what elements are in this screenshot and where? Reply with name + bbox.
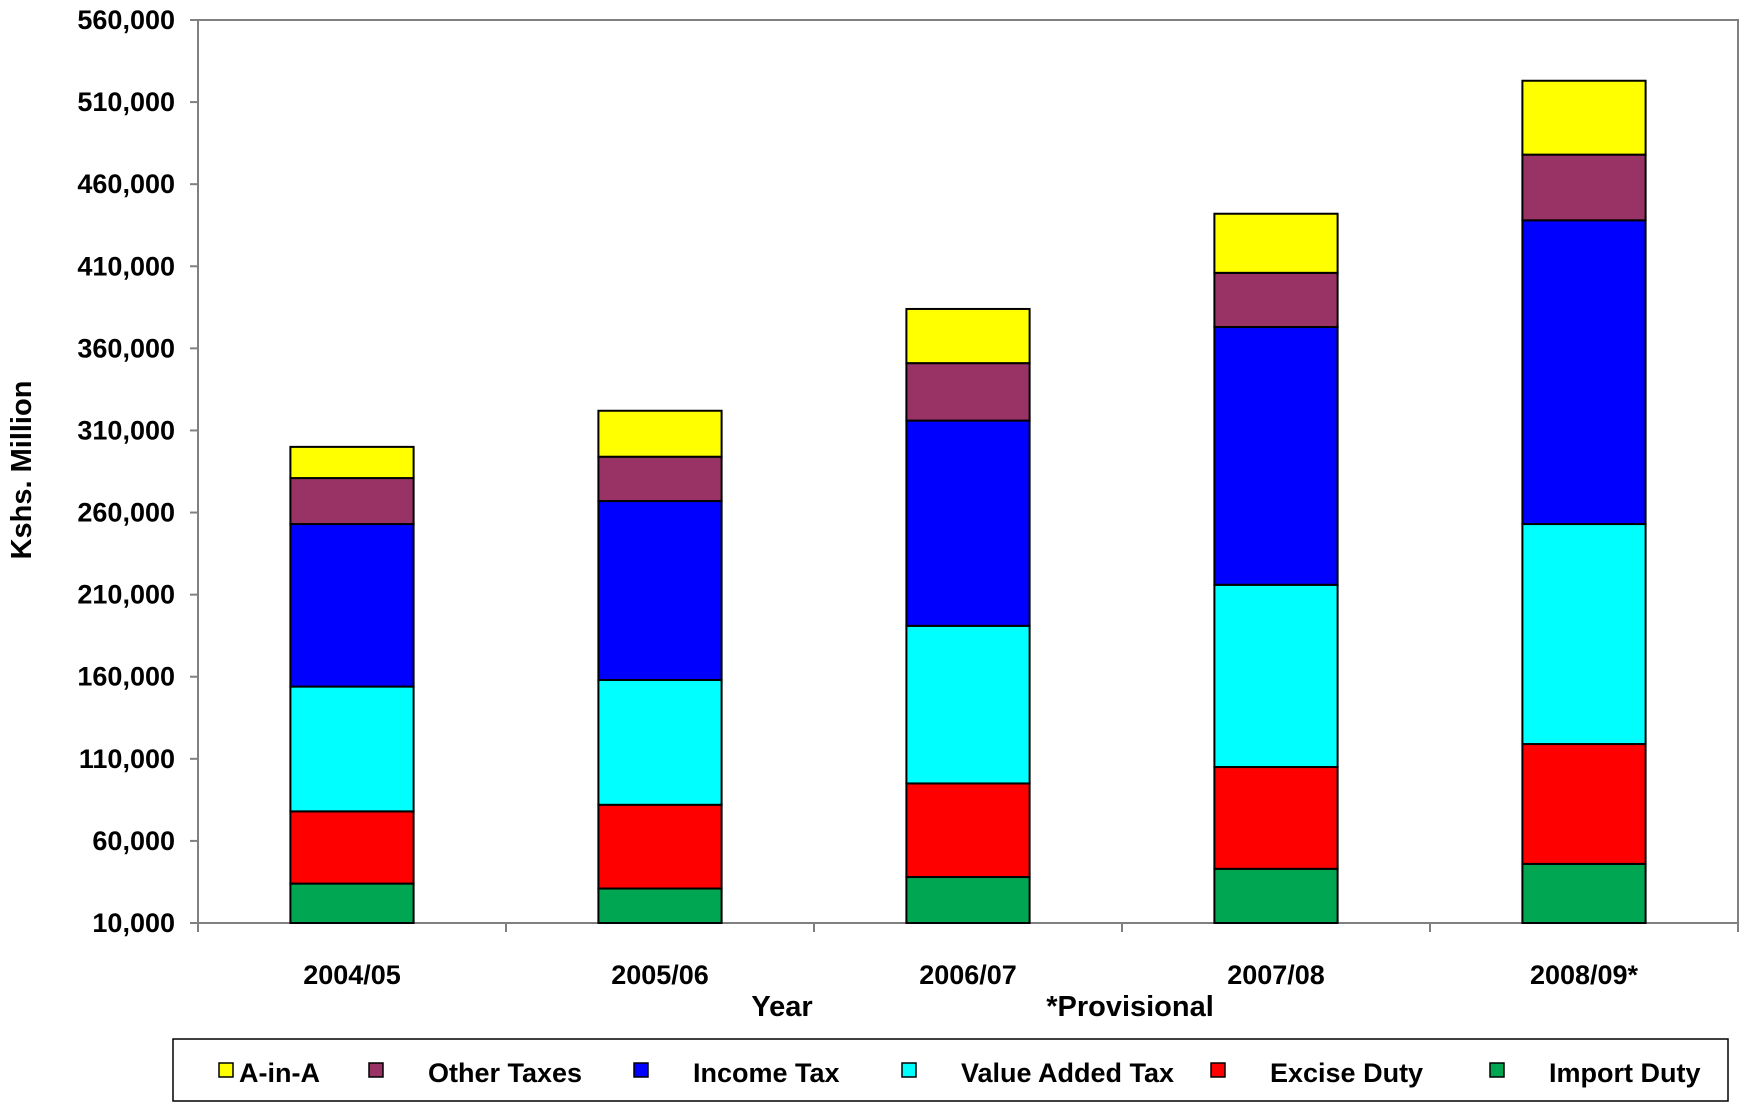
bar-segment-other-taxes	[1213, 271, 1339, 329]
legend-label: A-in-A	[239, 1058, 320, 1088]
x-tick-label: 2004/05	[303, 960, 401, 990]
legend-swatch	[368, 1062, 384, 1078]
bar-segment-import-duty	[1213, 867, 1339, 925]
y-tick-label: 210,000	[77, 580, 175, 610]
bar-segment-excise-duty	[597, 803, 723, 890]
y-tick-label: 560,000	[77, 5, 175, 35]
x-tick-label: 2005/06	[611, 960, 709, 990]
legend-box	[172, 1038, 1729, 1102]
bar-segment-income-tax	[289, 523, 415, 688]
y-tick-label: 160,000	[77, 662, 175, 692]
legend-swatch	[1489, 1062, 1505, 1078]
provisional-note: *Provisional	[1046, 991, 1214, 1023]
bar-segment-value-added-tax	[597, 679, 723, 806]
legend-label: Excise Duty	[1270, 1058, 1423, 1088]
legend-swatch	[218, 1062, 234, 1078]
bar-segment-other-taxes	[905, 362, 1031, 422]
bar-stacks	[289, 79, 1647, 925]
legend-label: Other Taxes	[428, 1058, 582, 1088]
y-tick-label: 510,000	[77, 87, 175, 117]
legend-label: Value Added Tax	[961, 1058, 1174, 1088]
bar-segment-value-added-tax	[289, 685, 415, 813]
bar-segment-income-tax	[1213, 326, 1339, 586]
x-tick-label: 2008/09*	[1530, 960, 1639, 990]
y-tick-label: 110,000	[79, 744, 175, 774]
x-tick-label: 2007/08	[1227, 960, 1325, 990]
y-tick-label: 360,000	[77, 333, 175, 363]
bar-segment-other-taxes	[597, 455, 723, 503]
bar-segment-income-tax	[905, 419, 1031, 627]
x-tick-label: 2006/07	[919, 960, 1017, 990]
bar-segment-excise-duty	[1521, 743, 1647, 865]
bar-segment-income-tax	[597, 500, 723, 682]
bar-segment-import-duty	[905, 876, 1031, 925]
legend: A-in-A Other Taxes Income Tax Value Added T…	[172, 1038, 1729, 1102]
y-tick-label: 460,000	[77, 169, 175, 199]
x-axis-labels: 2004/05 2005/06 2006/07 2007/08 2008/09*	[303, 960, 1638, 990]
x-axis-title: Year	[751, 991, 812, 1023]
y-tick-label: 410,000	[77, 251, 175, 281]
bar-segment-import-duty	[289, 882, 415, 925]
y-tick-label: 260,000	[77, 498, 175, 528]
bar-segment-a-in-a	[905, 307, 1031, 365]
bar-segment-import-duty	[597, 887, 723, 924]
y-axis-title: Kshs. Million	[6, 381, 38, 560]
bar-segment-value-added-tax	[1521, 523, 1647, 746]
bar-segment-a-in-a	[1213, 212, 1339, 274]
bar-segment-excise-duty	[1213, 766, 1339, 870]
bar-segment-other-taxes	[289, 477, 415, 526]
y-tick-label: 310,000	[77, 415, 175, 445]
legend-swatch	[901, 1062, 917, 1078]
legend-label: Income Tax	[693, 1058, 840, 1088]
y-tick-label: 10,000	[92, 908, 175, 938]
y-axis-ticks: 10,000 60,000 110,000 160,000 210,000 260,000…	[77, 5, 198, 938]
bar-segment-a-in-a	[597, 409, 723, 458]
legend-swatch	[1210, 1062, 1226, 1078]
y-tick-label: 60,000	[92, 826, 175, 856]
bar-segment-income-tax	[1521, 219, 1647, 526]
legend-label: Import Duty	[1549, 1058, 1701, 1088]
bar-segment-other-taxes	[1521, 153, 1647, 222]
bar-segment-a-in-a	[1521, 79, 1647, 156]
bar-segment-excise-duty	[289, 810, 415, 885]
bar-segment-value-added-tax	[1213, 583, 1339, 769]
bar-segment-excise-duty	[905, 782, 1031, 879]
legend-swatch	[633, 1062, 649, 1078]
x-axis-ticks	[197, 923, 1739, 932]
bar-segment-a-in-a	[289, 445, 415, 480]
bar-segment-import-duty	[1521, 862, 1647, 924]
bar-segment-value-added-tax	[905, 624, 1031, 785]
